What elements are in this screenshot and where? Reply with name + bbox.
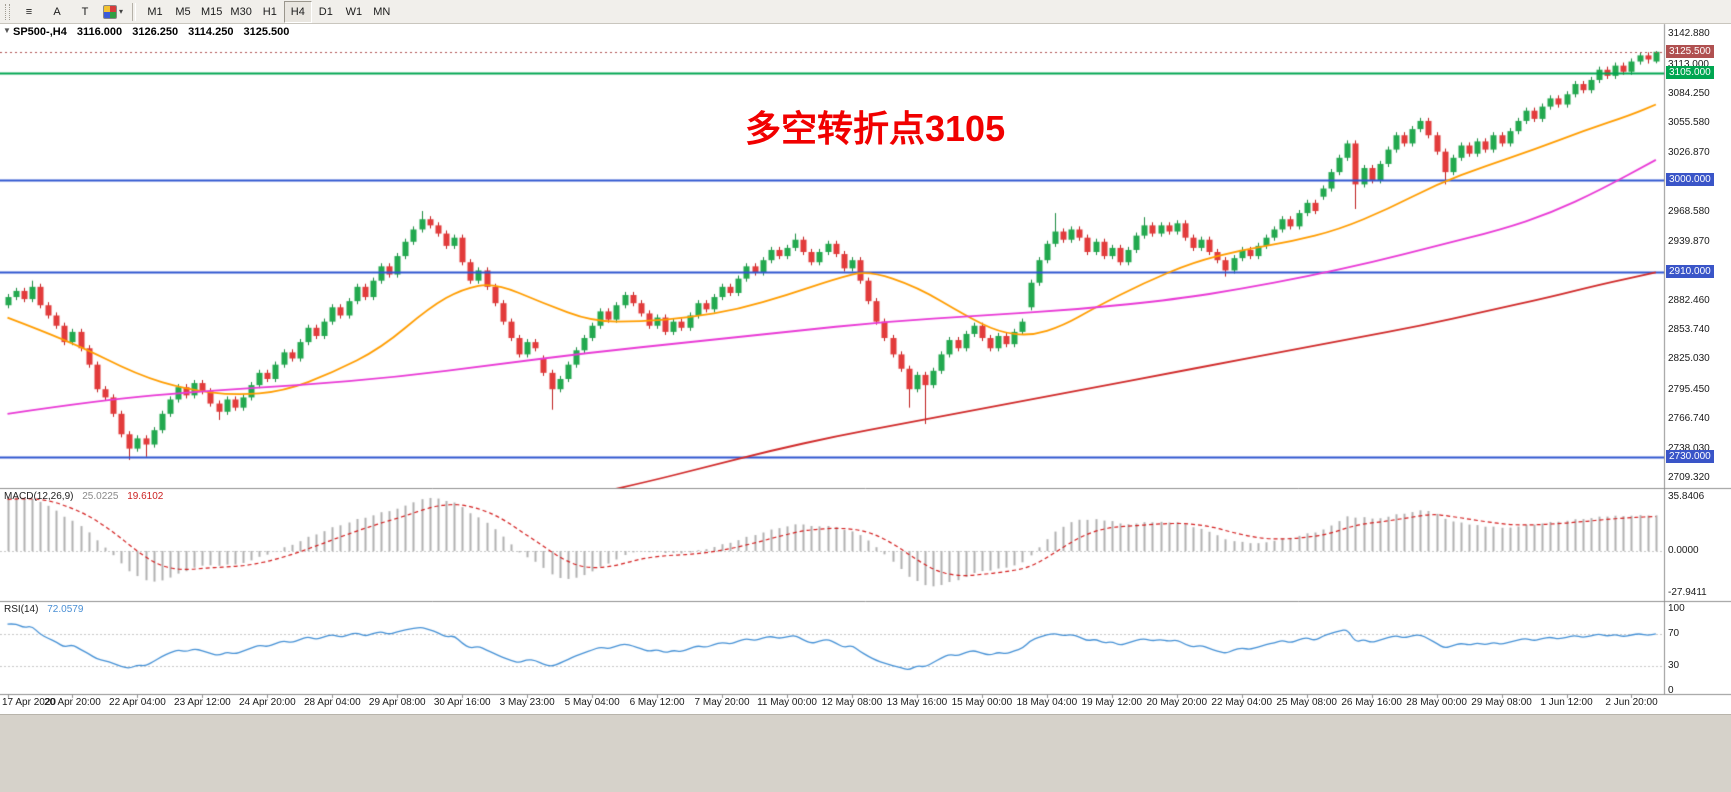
timeframe-d1-button[interactable]: D1	[318, 5, 333, 18]
price-axis-badge: 3105.000	[1666, 65, 1714, 79]
time-axis-label: 28 May 00:00	[1406, 697, 1467, 708]
time-axis-label: 5 May 04:00	[564, 697, 620, 708]
time-axis-label: 6 May 12:00	[629, 697, 685, 708]
price-axis-badge: 3125.500	[1666, 44, 1714, 58]
palette-button[interactable]: ▾	[99, 1, 127, 23]
price-axis-badge: 2910.000	[1666, 265, 1714, 279]
high-value: 3126.250	[132, 26, 179, 38]
time-axis-label: 25 May 08:00	[1276, 697, 1337, 708]
chart-shift-icon: ▼	[3, 26, 11, 35]
price-axis-label: 2738.030	[1668, 442, 1710, 454]
time-axis-label: 20 May 20:00	[1146, 697, 1208, 708]
price-axis-label: 3142.880	[1668, 28, 1710, 39]
chart-annotation-text[interactable]: 多空转折点3105	[745, 108, 1006, 149]
price-axis-label: 2853.740	[1668, 324, 1710, 336]
toolbar-separator	[132, 2, 137, 21]
time-axis-label: 7 May 20:00	[694, 697, 750, 708]
macd-axis-label: 35.8406	[1668, 491, 1705, 503]
price-axis-label: 3055.580	[1668, 117, 1710, 129]
price-axis-label: 3113.000	[1668, 58, 1709, 70]
timeframe-mn-button[interactable]: MN	[373, 5, 391, 18]
time-axis-label: 17 Apr 2020	[2, 697, 56, 708]
price-axis-label: 3026.870	[1668, 146, 1710, 158]
time-axis-label: 22 Apr 04:00	[109, 697, 166, 708]
rsi-axis-label: 30	[1668, 660, 1680, 672]
time-axis-label: 24 Apr 20:00	[238, 697, 296, 708]
timeframe-w1-button[interactable]: W1	[345, 5, 363, 18]
timeframe-m30-button[interactable]: M30	[230, 5, 252, 18]
timeframe-m15-button[interactable]: M15	[201, 5, 223, 18]
palette-icon	[103, 4, 117, 19]
open-value: 3116.000	[76, 26, 123, 38]
macd-axis-label: -27.9411	[1668, 587, 1707, 599]
time-axis-label: 29 May 08:00	[1471, 697, 1532, 708]
price-axis-label: 2766.740	[1668, 413, 1710, 425]
price-axis-label: 2709.320	[1668, 471, 1710, 483]
timeframe-h1-button[interactable]: H1	[262, 5, 277, 18]
time-axis-label: 20 Apr 20:00	[44, 697, 101, 708]
price-axis-badge: 2730.000	[1666, 449, 1714, 463]
price-axis-label: 2939.870	[1668, 235, 1710, 247]
time-axis-label: 1 Jun 12:00	[1540, 697, 1593, 708]
rsi-axis-label: 100	[1668, 603, 1685, 614]
rsi-indicator-label: RSI(14) 72.0579	[4, 604, 83, 615]
dropdown-arrow-icon: ▾	[119, 7, 124, 16]
chart-ohlc-header: SP500-,H4 3116.000 3126.250 3114.250 312…	[13, 26, 296, 38]
price-axis-label: 2882.460	[1668, 294, 1710, 306]
toolbar-drag-handle[interactable]	[5, 3, 10, 20]
macd-signal-value: 19.6102	[127, 491, 164, 502]
symbol-period-label: SP500-,H4	[13, 26, 67, 38]
rsi-axis-label: 0	[1668, 685, 1674, 696]
time-axis-label: 29 Apr 08:00	[368, 697, 426, 708]
time-axis-label: 12 May 08:00	[821, 697, 883, 708]
close-value: 3125.500	[243, 26, 290, 38]
text-label-button[interactable]: A	[53, 5, 61, 18]
rsi-axis-label: 70	[1668, 627, 1680, 639]
low-value: 3114.250	[188, 26, 234, 38]
rsi-value: 72.0579	[47, 604, 84, 615]
macd-indicator-label: MACD(12,26,9) 25.0225 19.6102	[4, 491, 163, 502]
macd-label-name: MACD(12,26,9)	[4, 491, 74, 502]
time-axis-label: 22 May 04:00	[1211, 697, 1273, 708]
timeframe-m1-button[interactable]: M1	[147, 5, 163, 18]
time-axis-label: 15 May 00:00	[951, 697, 1013, 708]
timeframe-h4-button[interactable]: H4	[283, 0, 312, 23]
price-axis-label: 2968.580	[1668, 206, 1710, 218]
time-axis-label: 19 May 12:00	[1081, 697, 1143, 708]
rsi-label-name: RSI(14)	[4, 604, 39, 615]
price-axis-label: 2795.450	[1668, 383, 1710, 395]
timeframe-m5-button[interactable]: M5	[175, 5, 191, 18]
time-axis-label: 13 May 16:00	[886, 697, 948, 708]
price-axis-label: 2825.030	[1668, 353, 1710, 365]
time-axis-label: 18 May 04:00	[1016, 697, 1078, 708]
price-axis-label: 3084.250	[1668, 88, 1710, 100]
charts-button[interactable]: ≡	[25, 5, 33, 18]
price-axis-badge: 3000.000	[1666, 173, 1714, 187]
time-axis-label: 2 Jun 20:00	[1605, 697, 1658, 708]
time-axis-label: 28 Apr 04:00	[303, 697, 361, 708]
text-tool-button[interactable]: T	[81, 5, 89, 18]
time-axis-label: 26 May 16:00	[1341, 697, 1402, 708]
top-toolbar: ≡ A T ▾ M1 M5 M15 M30 H1 H4 D1 W1 MN	[0, 0, 1731, 24]
time-axis-label: 23 Apr 12:00	[174, 697, 231, 708]
macd-main-value: 25.0225	[82, 491, 119, 502]
time-axis-label: 30 Apr 16:00	[433, 697, 491, 708]
window-background	[0, 714, 1731, 792]
macd-axis-label: 0.0000	[1668, 545, 1699, 556]
time-axis-label: 3 May 23:00	[499, 697, 555, 708]
time-axis-label: 11 May 00:00	[757, 697, 817, 708]
